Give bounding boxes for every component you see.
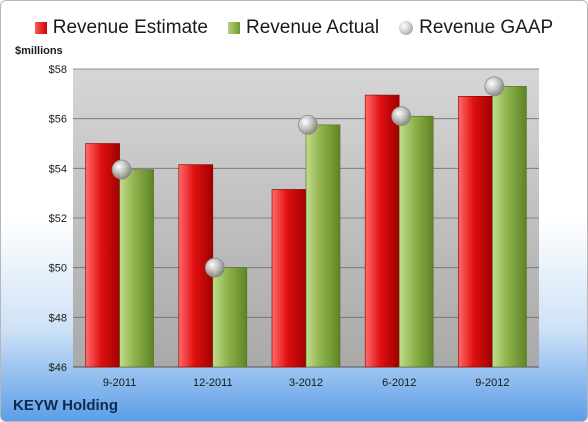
- x-tick-label: 12-2011: [193, 377, 233, 389]
- bar-revenue-actual: [305, 124, 341, 368]
- legend-item-gaap: Revenue GAAP: [399, 17, 553, 39]
- gaap-markers: [111, 76, 505, 278]
- x-tick-labels: 9-2011 12-2011 3-2012 6-2012 9-2012: [103, 377, 510, 389]
- y-tick-label: $58: [49, 64, 67, 76]
- x-tick-label: 9-2011: [103, 377, 136, 389]
- y-tick-label: $56: [49, 114, 67, 126]
- legend-label-actual: Revenue Actual: [246, 17, 380, 38]
- legend-item-actual: Revenue Actual: [228, 17, 379, 39]
- bar-revenue-estimate: [271, 189, 307, 368]
- bars: [85, 86, 527, 368]
- bar-revenue-actual: [398, 115, 434, 368]
- y-axis-label: $millions: [15, 45, 63, 57]
- y-tick-label: $52: [49, 213, 67, 225]
- y-tick-label: $54: [49, 163, 67, 175]
- marker-revenue-gaap: [391, 106, 412, 127]
- marker-revenue-gaap: [298, 114, 318, 135]
- x-tick-label: 6-2012: [382, 377, 416, 389]
- y-tick-label: $48: [49, 312, 67, 324]
- bar-revenue-estimate: [458, 96, 493, 368]
- marker-revenue-gaap: [484, 76, 505, 97]
- bar-revenue-actual: [119, 169, 154, 368]
- y-tick-label: $50: [49, 263, 67, 275]
- marker-revenue-gaap: [204, 257, 225, 278]
- legend-swatch-estimate: [34, 22, 47, 34]
- x-tick-label: 9-2012: [475, 377, 509, 389]
- marker-revenue-gaap: [111, 159, 132, 180]
- bar-revenue-actual: [492, 86, 527, 368]
- bar-revenue-estimate: [364, 94, 400, 368]
- bar-revenue-estimate: [85, 143, 120, 368]
- legend-label-gaap: Revenue GAAP: [419, 17, 554, 38]
- legend-label-estimate: Revenue Estimate: [52, 17, 208, 38]
- legend-swatch-gaap: [399, 21, 414, 35]
- y-tick-labels: $46 $48 $50 $52 $54 $56 $58: [49, 64, 67, 374]
- x-tick-label: 3-2012: [289, 377, 323, 389]
- y-tick-label: $46: [49, 362, 67, 374]
- company-name: KEYW Holding: [13, 397, 118, 414]
- legend: Revenue Estimate Revenue Actual Revenue …: [1, 17, 587, 39]
- legend-item-estimate: Revenue Estimate: [34, 17, 208, 39]
- bar-revenue-actual: [212, 267, 248, 368]
- legend-swatch-actual: [228, 22, 240, 34]
